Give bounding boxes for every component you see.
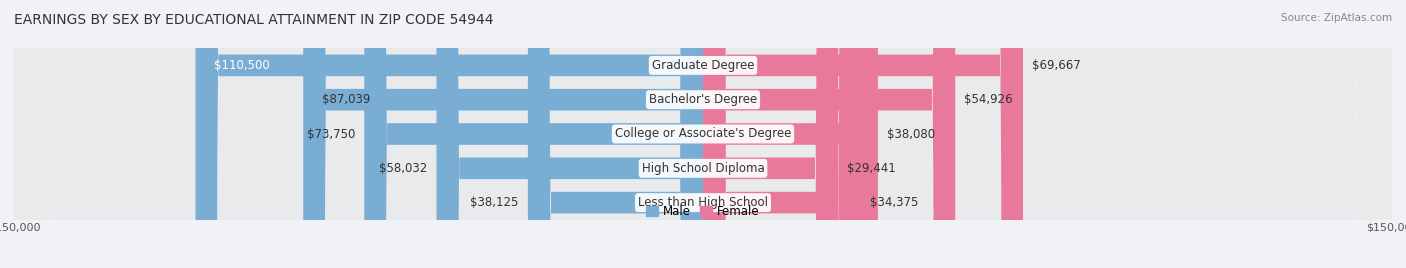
Text: Less than High School: Less than High School — [638, 196, 768, 209]
Legend: Male, Female: Male, Female — [641, 200, 765, 222]
Text: College or Associate's Degree: College or Associate's Degree — [614, 128, 792, 140]
FancyBboxPatch shape — [364, 0, 703, 268]
Text: $69,667: $69,667 — [1032, 59, 1081, 72]
FancyBboxPatch shape — [304, 0, 703, 268]
FancyBboxPatch shape — [14, 0, 1392, 268]
FancyBboxPatch shape — [703, 0, 1024, 268]
Text: $38,080: $38,080 — [887, 128, 935, 140]
FancyBboxPatch shape — [703, 0, 955, 268]
Text: EARNINGS BY SEX BY EDUCATIONAL ATTAINMENT IN ZIP CODE 54944: EARNINGS BY SEX BY EDUCATIONAL ATTAINMEN… — [14, 13, 494, 27]
FancyBboxPatch shape — [527, 0, 703, 268]
Text: High School Diploma: High School Diploma — [641, 162, 765, 175]
FancyBboxPatch shape — [703, 0, 877, 268]
FancyBboxPatch shape — [14, 0, 1392, 268]
FancyBboxPatch shape — [703, 0, 838, 268]
Text: $54,926: $54,926 — [965, 93, 1014, 106]
FancyBboxPatch shape — [195, 0, 703, 268]
Text: Bachelor's Degree: Bachelor's Degree — [650, 93, 756, 106]
FancyBboxPatch shape — [14, 0, 1392, 268]
Text: $110,500: $110,500 — [214, 59, 270, 72]
Text: Source: ZipAtlas.com: Source: ZipAtlas.com — [1281, 13, 1392, 23]
FancyBboxPatch shape — [14, 0, 1392, 268]
Text: $34,375: $34,375 — [870, 196, 918, 209]
Text: $58,032: $58,032 — [380, 162, 427, 175]
Text: $29,441: $29,441 — [848, 162, 896, 175]
FancyBboxPatch shape — [703, 0, 860, 268]
FancyBboxPatch shape — [14, 0, 1392, 268]
Text: Graduate Degree: Graduate Degree — [652, 59, 754, 72]
FancyBboxPatch shape — [436, 0, 703, 268]
Text: $73,750: $73,750 — [307, 128, 356, 140]
Text: $87,039: $87,039 — [322, 93, 370, 106]
Text: $38,125: $38,125 — [471, 196, 519, 209]
